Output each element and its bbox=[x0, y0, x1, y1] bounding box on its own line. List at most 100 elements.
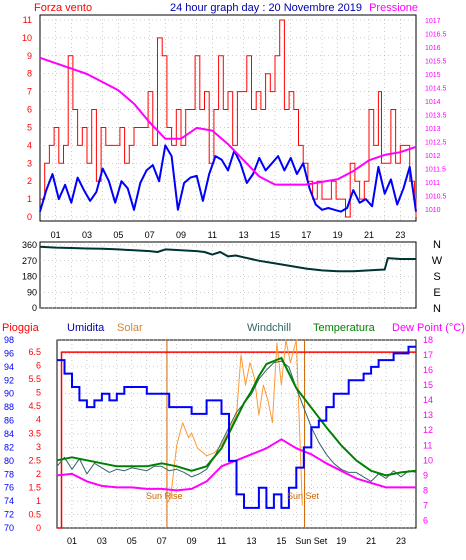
pressure-series bbox=[39, 56, 417, 186]
direction-tick-label: 0 bbox=[32, 303, 37, 313]
humidity-tick-label: 90 bbox=[4, 389, 14, 399]
compass-label: E bbox=[433, 287, 440, 299]
temperature-tick-label: 11 bbox=[423, 440, 432, 450]
wind-left-tick-label: 1 bbox=[27, 194, 32, 204]
pressure-tick-label: 1012 bbox=[425, 153, 441, 160]
wind-gust-series bbox=[40, 19, 417, 218]
humidity-tick-label: 72 bbox=[4, 510, 14, 520]
compass-label: S bbox=[433, 271, 440, 283]
weather-hour-tick-label: Sun Set bbox=[295, 536, 328, 546]
solar-series bbox=[165, 339, 303, 506]
rain-tick-label: 4 bbox=[36, 415, 41, 425]
wind-left-tick-label: 0 bbox=[27, 212, 32, 222]
humidity-tick-label: 84 bbox=[4, 429, 14, 439]
wind-left-tick-label: 7 bbox=[27, 87, 32, 97]
wind-hour-tick-label: 17 bbox=[301, 230, 311, 240]
humidity-tick-label: 94 bbox=[4, 362, 14, 372]
wind-hour-tick-label: 13 bbox=[239, 230, 249, 240]
wind-hour-tick-label: 05 bbox=[113, 230, 123, 240]
wind-left-tick-label: 6 bbox=[27, 105, 32, 115]
humidity-tick-label: 86 bbox=[4, 416, 14, 426]
windchill-series bbox=[56, 360, 417, 482]
pressure-tick-label: 1014 bbox=[425, 99, 441, 106]
wind-left-tick-label: 3 bbox=[27, 158, 32, 168]
pressure-tick-label: 1010 bbox=[425, 207, 441, 214]
pressure-tick-label: 1013 bbox=[425, 126, 441, 133]
humidity-tick-label: 88 bbox=[4, 402, 14, 412]
pressure-tick-label: 1013.5 bbox=[425, 112, 447, 119]
direction-tick-label: 90 bbox=[27, 287, 37, 297]
wind-hour-tick-label: 21 bbox=[364, 230, 374, 240]
legend-temperatura: Temperatura bbox=[313, 322, 376, 334]
wind-left-tick-label: 11 bbox=[23, 15, 32, 25]
wind-hour-tick-label: 03 bbox=[82, 230, 92, 240]
humidity-tick-label: 80 bbox=[4, 456, 14, 466]
rain-tick-label: 5 bbox=[36, 388, 41, 398]
compass-label: N bbox=[433, 239, 441, 251]
temperature-tick-label: 10 bbox=[423, 455, 433, 465]
humidity-series bbox=[57, 345, 416, 509]
wind-left-tick-label: 4 bbox=[27, 140, 32, 150]
sun-set-label: Sun Set bbox=[287, 491, 320, 501]
wind-hour-tick-label: 11 bbox=[208, 230, 217, 240]
wind-left-tick-label: 9 bbox=[27, 51, 32, 61]
rain-tick-label: 0 bbox=[36, 523, 41, 533]
weather-hour-tick-label: 13 bbox=[246, 536, 256, 546]
rain-tick-label: 1.5 bbox=[28, 482, 41, 492]
rain-tick-label: 4.5 bbox=[28, 401, 41, 411]
weather-hour-tick-label: 01 bbox=[67, 536, 77, 546]
wind-left-tick-label: 8 bbox=[27, 69, 32, 79]
compass-label: W bbox=[432, 255, 443, 267]
wind-direction-series bbox=[39, 245, 416, 273]
wind-hour-tick-label: 23 bbox=[395, 230, 405, 240]
pressure-tick-label: 1015.5 bbox=[425, 58, 447, 65]
axes-layer: 0123456789101110101010.510111011.5101210… bbox=[4, 15, 447, 546]
temperature-tick-label: 8 bbox=[423, 485, 428, 495]
rain-tick-label: 2.5 bbox=[28, 455, 41, 465]
pressure-label: Pressione bbox=[369, 2, 418, 14]
humidity-tick-label: 76 bbox=[4, 483, 14, 493]
humidity-tick-label: 78 bbox=[4, 469, 14, 479]
wind-strength-label: Forza vento bbox=[34, 2, 92, 14]
sun-rise-label: Sun Rise bbox=[146, 491, 183, 501]
temperature-tick-label: 14 bbox=[423, 395, 433, 405]
pressure-tick-label: 1011 bbox=[425, 180, 440, 187]
temperature-tick-label: 13 bbox=[423, 410, 433, 420]
direction-tick-label: 180 bbox=[22, 272, 37, 282]
humidity-tick-label: 98 bbox=[4, 335, 14, 345]
humidity-tick-label: 92 bbox=[4, 375, 14, 385]
humidity-tick-label: 82 bbox=[4, 442, 14, 452]
pressure-tick-label: 1011.5 bbox=[425, 166, 446, 173]
pressure-tick-label: 1010.5 bbox=[425, 193, 447, 200]
rain-tick-label: 2 bbox=[36, 469, 41, 479]
wind-hour-tick-label: 01 bbox=[51, 230, 61, 240]
weather-hour-tick-label: 05 bbox=[127, 536, 137, 546]
legend-dewpoint: Dew Point (°C) bbox=[392, 322, 465, 334]
wind-hour-tick-label: 15 bbox=[270, 230, 280, 240]
wind-average-series bbox=[39, 144, 417, 213]
legend-pioggia: Pioggia bbox=[2, 322, 40, 334]
legend-umidita: Umidita bbox=[67, 322, 105, 334]
pressure-tick-label: 1017 bbox=[425, 18, 441, 25]
temperature-tick-label: 16 bbox=[423, 365, 433, 375]
weather-hour-tick-label: 15 bbox=[276, 536, 286, 546]
weather-hour-tick-label: 21 bbox=[366, 536, 376, 546]
temperature-tick-label: 7 bbox=[423, 500, 428, 510]
weather-hour-tick-label: 23 bbox=[396, 536, 406, 546]
temperature-tick-label: 18 bbox=[423, 335, 433, 345]
weather-hour-tick-label: 03 bbox=[97, 536, 107, 546]
wind-panel-frame bbox=[39, 14, 417, 222]
pressure-tick-label: 1016 bbox=[425, 45, 441, 52]
temperature-tick-label: 17 bbox=[423, 350, 433, 360]
weather-hour-tick-label: 11 bbox=[217, 536, 226, 546]
compass-label: N bbox=[433, 303, 441, 315]
series-layer bbox=[39, 19, 417, 529]
rain-tick-label: 6.5 bbox=[28, 347, 41, 357]
weather-hour-tick-label: 09 bbox=[187, 536, 197, 546]
pressure-tick-label: 1016.5 bbox=[425, 31, 447, 38]
rain-tick-label: 6 bbox=[36, 361, 41, 371]
wind-hour-tick-label: 09 bbox=[176, 230, 186, 240]
rain-tick-label: 5.5 bbox=[28, 374, 41, 384]
